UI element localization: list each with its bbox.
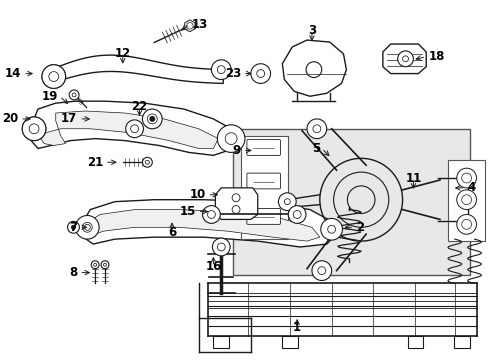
FancyBboxPatch shape [246, 208, 280, 224]
Circle shape [22, 117, 46, 141]
Text: 21: 21 [86, 156, 103, 169]
Circle shape [250, 64, 270, 84]
Bar [241, 136, 288, 239]
Circle shape [212, 238, 230, 256]
Circle shape [80, 220, 94, 234]
Polygon shape [31, 101, 235, 156]
Circle shape [22, 117, 46, 141]
Circle shape [149, 116, 155, 122]
Text: 17: 17 [61, 112, 77, 125]
Circle shape [67, 221, 79, 233]
Bar [453, 336, 468, 347]
Circle shape [320, 219, 342, 240]
Text: 10: 10 [189, 188, 205, 201]
Text: 13: 13 [191, 18, 207, 31]
Text: 19: 19 [41, 90, 58, 103]
Text: 15: 15 [179, 205, 195, 218]
Circle shape [101, 261, 109, 269]
Text: 23: 23 [224, 67, 241, 80]
Polygon shape [282, 40, 346, 96]
Circle shape [42, 65, 65, 88]
Text: 9: 9 [232, 144, 241, 157]
Bar [282, 336, 298, 347]
FancyBboxPatch shape [246, 173, 280, 189]
Circle shape [456, 215, 475, 234]
Bar [213, 336, 229, 347]
Text: 3: 3 [307, 24, 315, 37]
Text: 2: 2 [356, 221, 364, 234]
Polygon shape [51, 55, 223, 84]
Polygon shape [83, 200, 336, 247]
Text: 5: 5 [311, 142, 319, 155]
Text: 20: 20 [2, 112, 18, 125]
Circle shape [75, 216, 99, 239]
Circle shape [69, 90, 79, 100]
Polygon shape [382, 44, 426, 73]
Text: 7: 7 [69, 221, 77, 234]
Circle shape [306, 119, 326, 139]
Text: 22: 22 [131, 100, 147, 113]
Text: 1: 1 [292, 321, 301, 334]
Text: 16: 16 [205, 260, 221, 273]
Circle shape [456, 168, 475, 188]
Text: 18: 18 [427, 50, 444, 63]
Circle shape [125, 120, 143, 138]
Circle shape [142, 109, 162, 129]
Circle shape [456, 190, 475, 210]
Polygon shape [41, 111, 218, 148]
Circle shape [91, 261, 99, 269]
Circle shape [311, 261, 331, 280]
Text: 6: 6 [167, 226, 176, 239]
FancyBboxPatch shape [246, 140, 280, 156]
Circle shape [42, 65, 65, 88]
Bar [407, 336, 423, 347]
Text: 11: 11 [405, 171, 421, 185]
Circle shape [397, 51, 412, 67]
Text: 8: 8 [69, 266, 77, 279]
Polygon shape [184, 20, 195, 32]
Circle shape [211, 60, 231, 80]
Text: 14: 14 [5, 67, 21, 80]
Bar [233, 129, 468, 275]
Circle shape [202, 206, 220, 223]
Circle shape [142, 157, 152, 167]
Polygon shape [92, 210, 319, 241]
Circle shape [71, 225, 76, 230]
Circle shape [288, 206, 305, 223]
Circle shape [278, 193, 296, 211]
Text: 12: 12 [114, 48, 131, 60]
Circle shape [217, 125, 244, 152]
Text: 4: 4 [467, 181, 475, 194]
Bar [447, 160, 485, 241]
Polygon shape [215, 188, 257, 219]
